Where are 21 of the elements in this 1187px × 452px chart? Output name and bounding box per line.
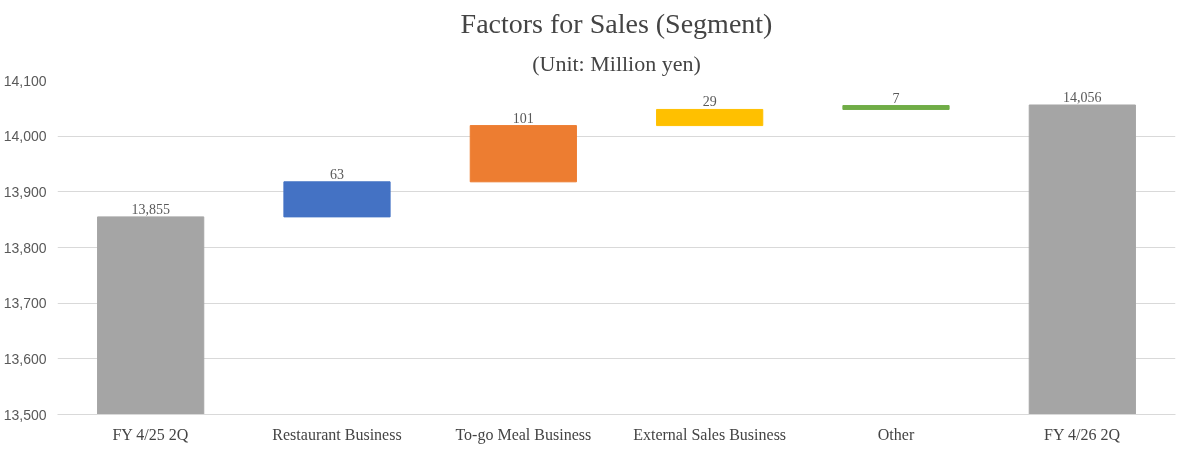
data-label: 14,056 bbox=[1063, 89, 1102, 105]
y-tick-label: 13,500 bbox=[3, 406, 47, 423]
y-tick-label: 13,800 bbox=[3, 239, 47, 256]
y-tick-label: 13,600 bbox=[3, 350, 47, 367]
y-tick-label: 14,000 bbox=[3, 128, 47, 145]
data-label: 63 bbox=[330, 166, 344, 182]
data-label: 13,855 bbox=[131, 201, 170, 217]
x-tick-label: FY 4/26 2Q bbox=[1044, 425, 1121, 443]
x-tick-label: FY 4/25 2Q bbox=[112, 425, 189, 443]
chart-subtitle: (Unit: Million yen) bbox=[532, 50, 701, 76]
x-tick-label: External Sales Business bbox=[633, 425, 787, 443]
x-tick-label: Other bbox=[877, 425, 915, 443]
data-label: 101 bbox=[512, 110, 534, 126]
data-label: 7 bbox=[892, 90, 900, 106]
x-tick-label: To-go Meal Business bbox=[455, 425, 592, 444]
y-tick-label: 13,900 bbox=[3, 183, 47, 200]
y-tick-label: 14,100 bbox=[3, 72, 47, 89]
data-label: 29 bbox=[702, 94, 717, 110]
y-tick-label: 13,700 bbox=[3, 295, 47, 312]
x-tick-label: Restaurant Business bbox=[272, 425, 402, 443]
chart-title: Factors for Sales (Segment) bbox=[460, 7, 773, 39]
